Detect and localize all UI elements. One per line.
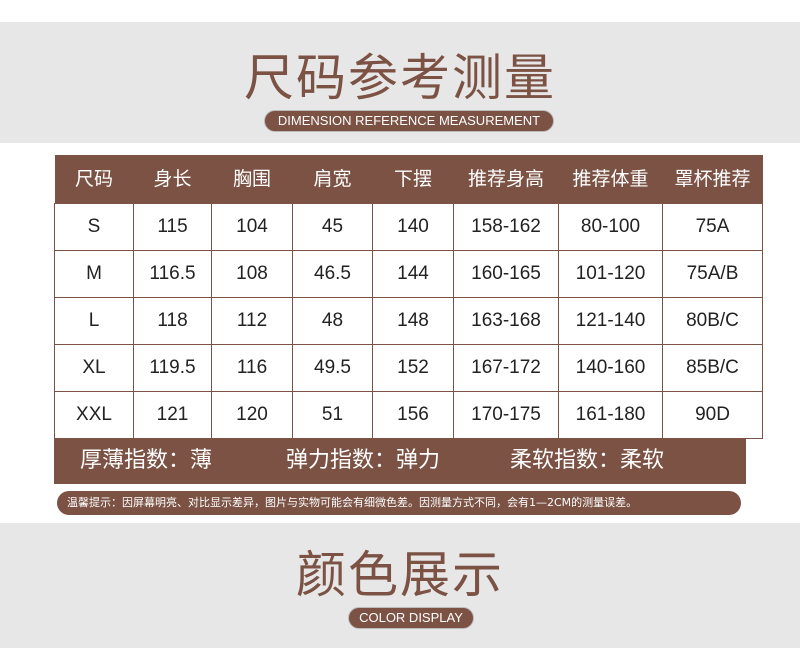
table-cell: 116 bbox=[211, 344, 293, 392]
table-cell: 85B/C bbox=[662, 344, 763, 392]
table-cell: 80-100 bbox=[558, 203, 663, 251]
column-header: 尺码 bbox=[54, 155, 134, 204]
softness-index: 柔软指数：柔软 bbox=[510, 448, 665, 473]
column-header: 推荐体重 bbox=[558, 155, 663, 204]
table-cell: 118 bbox=[133, 297, 212, 345]
table-cell: 121 bbox=[133, 391, 212, 439]
column-header: 肩宽 bbox=[292, 155, 373, 204]
table-cell: 108 bbox=[211, 250, 293, 298]
color-subtitle: COLOR DISPLAY bbox=[348, 607, 474, 629]
table-cell: 163-168 bbox=[453, 297, 559, 345]
table-cell: 148 bbox=[372, 297, 454, 345]
fabric-index-bar: 厚薄指数：薄 弹力指数：弹力 柔软指数：柔软 bbox=[54, 438, 746, 484]
table-cell: 158-162 bbox=[453, 203, 559, 251]
elasticity-index: 弹力指数：弹力 bbox=[286, 448, 441, 473]
table-cell: 75A bbox=[662, 203, 763, 251]
thickness-index: 厚薄指数：薄 bbox=[80, 448, 213, 473]
table-cell: XL bbox=[54, 344, 134, 392]
page-title: 尺码参考测量 bbox=[244, 49, 556, 107]
table-cell: 80B/C bbox=[662, 297, 763, 345]
column-header: 下摆 bbox=[372, 155, 454, 204]
table-row: XL 119.5 116 49.5 152 167-172 140-160 85B/C bbox=[54, 344, 763, 392]
page-subtitle: DIMENSION REFERENCE MEASUREMENT bbox=[264, 110, 554, 132]
table-cell: M bbox=[54, 250, 134, 298]
table-row: S 115 104 45 140 158-162 80-100 75A bbox=[54, 203, 763, 251]
column-header: 身长 bbox=[133, 155, 212, 204]
table-cell: XXL bbox=[54, 391, 134, 439]
table-cell: 160-165 bbox=[453, 250, 559, 298]
table-cell: 51 bbox=[292, 391, 373, 439]
table-row: L 118 112 48 148 163-168 121-140 80B/C bbox=[54, 297, 763, 345]
table-row: M 116.5 108 46.5 144 160-165 101-120 75A/B bbox=[54, 250, 763, 298]
table-cell: S bbox=[54, 203, 134, 251]
table-cell: 46.5 bbox=[292, 250, 373, 298]
table-cell: 140-160 bbox=[558, 344, 663, 392]
table-cell: 48 bbox=[292, 297, 373, 345]
table-cell: 121-140 bbox=[558, 297, 663, 345]
table-cell: 90D bbox=[662, 391, 763, 439]
table-cell: 101-120 bbox=[558, 250, 663, 298]
table-row: XXL 121 120 51 156 170-175 161-180 90D bbox=[54, 391, 763, 439]
column-header: 胸围 bbox=[211, 155, 293, 204]
table-cell: 167-172 bbox=[453, 344, 559, 392]
color-title: 颜色展示 bbox=[296, 546, 504, 604]
table-cell: 170-175 bbox=[453, 391, 559, 439]
size-table: 尺码 身长 胸围 肩宽 下摆 推荐身高 推荐体重 罩杯推荐 S 115 104 45 140 158-1… bbox=[54, 155, 763, 439]
table-cell: 45 bbox=[292, 203, 373, 251]
column-header: 推荐身高 bbox=[453, 155, 559, 204]
column-header: 罩杯推荐 bbox=[662, 155, 763, 204]
table-cell: 161-180 bbox=[558, 391, 663, 439]
table-cell: 104 bbox=[211, 203, 293, 251]
table-cell: 115 bbox=[133, 203, 212, 251]
table-cell: 49.5 bbox=[292, 344, 373, 392]
table-cell: 140 bbox=[372, 203, 454, 251]
table-cell: 116.5 bbox=[133, 250, 212, 298]
table-cell: 119.5 bbox=[133, 344, 212, 392]
table-cell: 75A/B bbox=[662, 250, 763, 298]
table-cell: L bbox=[54, 297, 134, 345]
table-cell: 156 bbox=[372, 391, 454, 439]
table-cell: 120 bbox=[211, 391, 293, 439]
tip-note: 温馨提示：因屏幕明亮、对比显示差异，图片与实物可能会有细微色差。因测量方式不同，… bbox=[57, 491, 741, 515]
table-cell: 144 bbox=[372, 250, 454, 298]
table-cell: 152 bbox=[372, 344, 454, 392]
table-cell: 112 bbox=[211, 297, 293, 345]
